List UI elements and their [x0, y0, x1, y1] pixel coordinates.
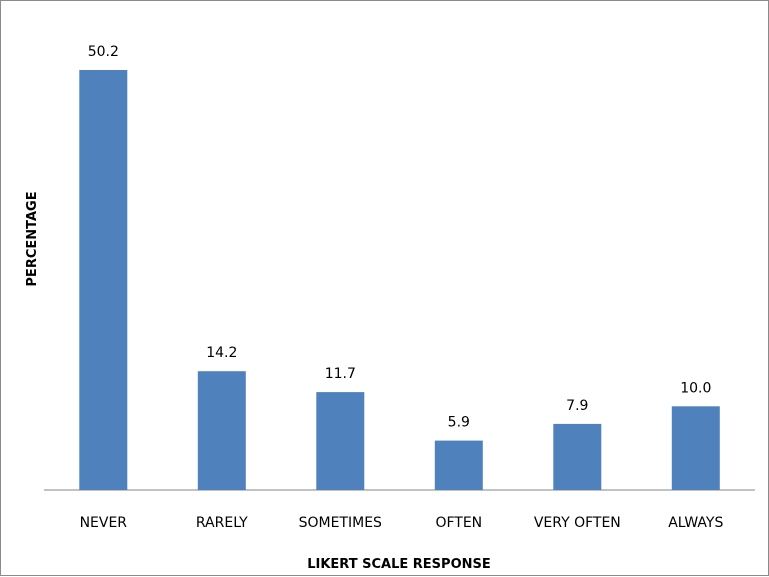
bar-never: [79, 70, 128, 490]
category-label: VERY OFTEN: [534, 515, 621, 531]
y-axis-title: PERCENTAGE: [25, 191, 40, 286]
value-label: 11.7: [325, 366, 356, 382]
category-labels-group: NEVER RARELY SOMETIMES OFTEN VERY OFTEN ALWAY…: [80, 515, 724, 531]
value-label: 50.2: [88, 44, 119, 60]
value-label: 7.9: [566, 398, 588, 414]
bar-often: [434, 440, 483, 490]
category-label: ALWAYS: [668, 515, 723, 531]
bar-always: [671, 406, 720, 490]
x-axis-title: LIKERT SCALE RESPONSE: [307, 557, 491, 572]
category-label: RARELY: [196, 515, 248, 531]
value-label: 5.9: [448, 415, 470, 431]
value-label: 14.2: [206, 345, 237, 361]
bar-sometimes: [316, 392, 365, 490]
category-label: NEVER: [80, 515, 128, 531]
bar-rarely: [197, 371, 246, 490]
bars-group: [79, 70, 720, 490]
category-label: OFTEN: [435, 515, 482, 531]
category-label: SOMETIMES: [299, 515, 382, 531]
bar-very-often: [553, 423, 602, 490]
value-label: 10.0: [680, 380, 711, 396]
value-labels-group: 50.2 14.2 11.7 5.9 7.9 10.0: [88, 44, 712, 431]
